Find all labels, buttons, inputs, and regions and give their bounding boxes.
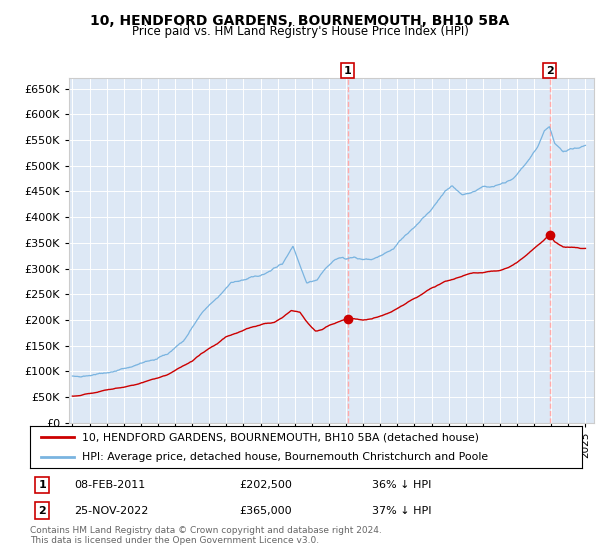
Text: Contains HM Land Registry data © Crown copyright and database right 2024.: Contains HM Land Registry data © Crown c… [30,526,382,535]
Text: 1: 1 [344,66,352,76]
Text: HPI: Average price, detached house, Bournemouth Christchurch and Poole: HPI: Average price, detached house, Bour… [82,452,488,462]
Text: 1: 1 [38,480,46,490]
Text: This data is licensed under the Open Government Licence v3.0.: This data is licensed under the Open Gov… [30,536,319,545]
Text: 08-FEB-2011: 08-FEB-2011 [74,480,145,490]
Text: 10, HENDFORD GARDENS, BOURNEMOUTH, BH10 5BA (detached house): 10, HENDFORD GARDENS, BOURNEMOUTH, BH10 … [82,432,479,442]
Text: 37% ↓ HPI: 37% ↓ HPI [372,506,432,516]
Text: £365,000: £365,000 [240,506,292,516]
Text: 2: 2 [38,506,46,516]
Text: 25-NOV-2022: 25-NOV-2022 [74,506,149,516]
Text: £202,500: £202,500 [240,480,293,490]
Text: 10, HENDFORD GARDENS, BOURNEMOUTH, BH10 5BA: 10, HENDFORD GARDENS, BOURNEMOUTH, BH10 … [91,14,509,28]
Text: 36% ↓ HPI: 36% ↓ HPI [372,480,431,490]
Text: 2: 2 [545,66,553,76]
Text: Price paid vs. HM Land Registry's House Price Index (HPI): Price paid vs. HM Land Registry's House … [131,25,469,38]
